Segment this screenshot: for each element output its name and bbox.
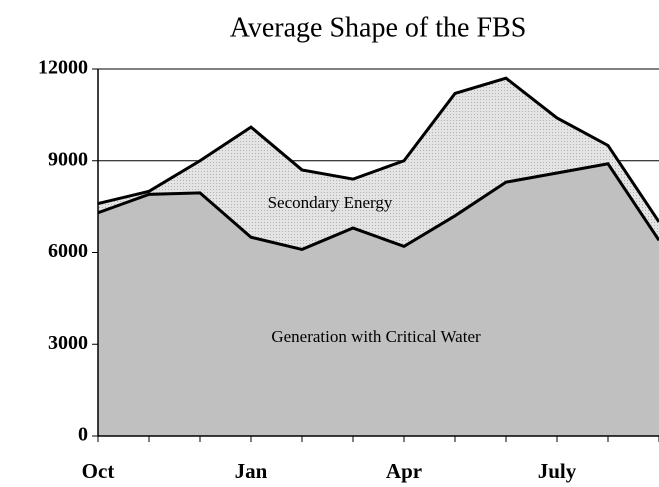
x-tick-label: Jan xyxy=(235,459,268,483)
area-line xyxy=(97,76,659,223)
series-label: Generation with Critical Water xyxy=(271,327,481,346)
chart-title: Average Shape of the FBS xyxy=(230,12,527,43)
series-label: Secondary Energy xyxy=(268,193,393,212)
x-tick-label: Oct xyxy=(82,459,115,483)
x-tick-label: Apr xyxy=(386,459,422,483)
y-tick-label: 3000 xyxy=(48,332,88,354)
area xyxy=(98,78,659,250)
y-tick-label: 12000 xyxy=(38,57,88,79)
y-tick-label: 6000 xyxy=(48,240,88,262)
y-tick-label: 0 xyxy=(78,424,88,446)
y-tick-label: 9000 xyxy=(48,148,88,170)
x-tick-label: July xyxy=(538,459,577,483)
area-line xyxy=(97,162,659,252)
area xyxy=(98,163,659,436)
